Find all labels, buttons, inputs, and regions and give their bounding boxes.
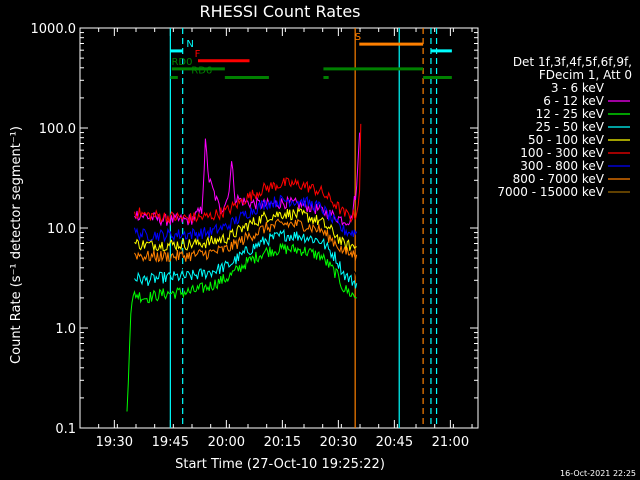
legend-header: Det 1f,3f,4f,5f,6f,9f, [513,55,632,69]
x-tick-label: 20:30 [320,435,357,450]
plot-area: 0.1 1.0 10.0 100.0 1000.0 19:30 19:45 20:00 20:1… [31,22,479,450]
series-line-4 [134,206,357,252]
y-tick-label: 1.0 [55,322,76,337]
legend-header: FDecim 1, Att 0 [539,68,632,82]
x-tick-label: 19:30 [96,435,133,450]
legend-entry-label: 12 - 25 keV [536,107,605,121]
legend-entry-label: 100 - 300 keV [520,146,604,160]
legend-entry-label: 300 - 800 keV [520,159,604,173]
y-tick-label: 100.0 [39,122,76,137]
series-line-3 [134,228,358,289]
series-line-5 [134,123,362,224]
flag-label: RD0 [171,57,192,68]
y-axis-label: Count Rate (s⁻¹ detector segment⁻¹) [9,126,24,364]
legend-entry-label: 3 - 6 keV [551,81,605,95]
legend: Det 1f,3f,4f,5f,6f,9f,FDecim 1, Att 03 -… [497,55,632,199]
x-tick-label: 20:15 [264,435,301,450]
legend-entry-label: 25 - 50 keV [536,120,605,134]
series-line-6 [134,194,358,243]
y-tick-label: 1000.0 [31,22,77,37]
x-tick-label: 19:45 [152,435,189,450]
flag-label: RD6 [191,65,212,76]
timestamp-label: 16-Oct-2021 22:25 [560,469,636,478]
series-line-0 [130,227,358,319]
flag-label: N [186,39,193,50]
series-line-7 [134,218,358,263]
legend-entry-label: 6 - 12 keV [543,94,605,108]
x-tick-label: 20:00 [208,435,245,450]
x-tick-label: 21:00 [432,435,469,450]
x-tick-label: 20:45 [376,435,413,450]
y-tick-label: 10.0 [47,222,76,237]
legend-entry-label: 50 - 100 keV [528,133,605,147]
series-line-2 [126,242,357,412]
x-axis-label: Start Time (27-Oct-10 19:25:22) [175,457,385,472]
flag-label: S [355,32,361,43]
y-tick-label: 0.1 [55,422,76,437]
legend-entry-label: 800 - 7000 keV [513,172,605,186]
chart-title: RHESSI Count Rates [200,2,361,21]
legend-entry-label: 7000 - 15000 keV [497,185,604,199]
flag-label: F [195,49,201,60]
